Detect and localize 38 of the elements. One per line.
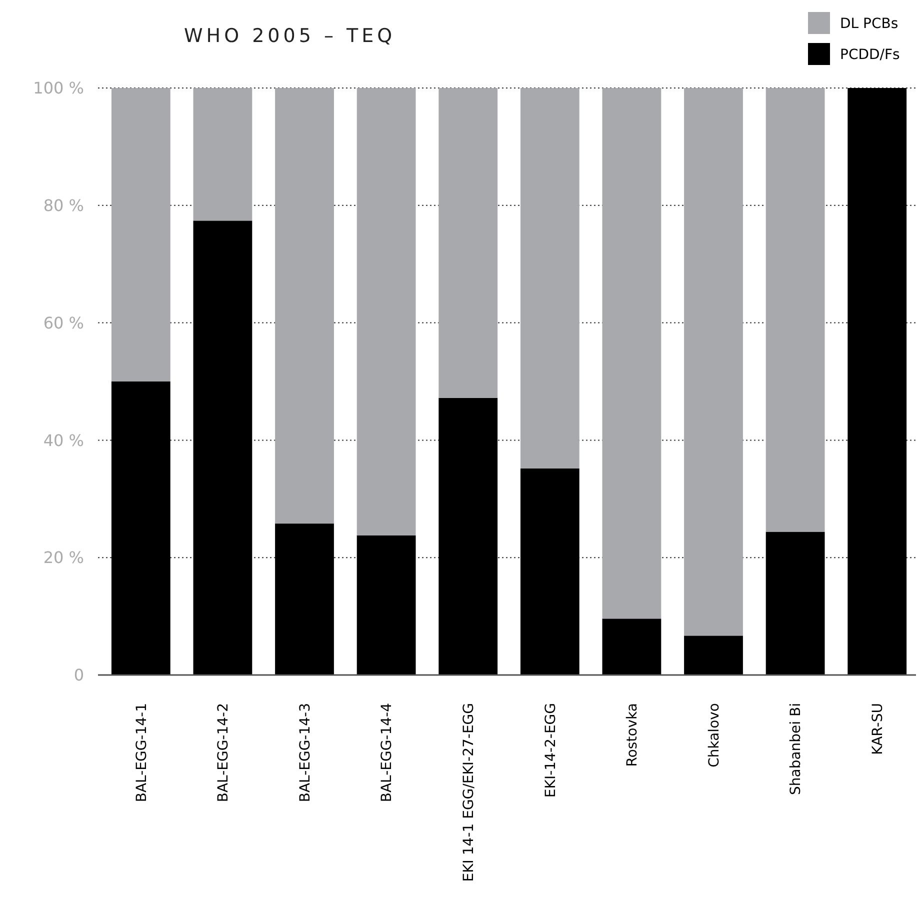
bar [848, 88, 907, 675]
bar [684, 88, 743, 636]
y-tick-label: 40 % [43, 430, 84, 450]
chart-title: WHO 2005 – TEQ [184, 25, 396, 47]
x-tick-label: Shabanbei Bi [788, 703, 804, 796]
bar [766, 532, 825, 675]
x-tick-label: BAL-EGG-14-1 [134, 703, 150, 802]
bar [602, 618, 662, 675]
x-tick-label: BAL-EGG-14-3 [297, 703, 314, 802]
y-tick-label: 0 [74, 666, 84, 685]
bar [356, 88, 416, 536]
bar [356, 535, 416, 675]
bar [193, 220, 252, 675]
bar [438, 398, 498, 675]
bar [684, 636, 743, 675]
y-tick-label: 80 % [43, 196, 84, 215]
bar [111, 88, 170, 382]
x-tick-label: EKI-14-2-EGG [542, 703, 559, 798]
y-tick-label: 20 % [43, 548, 84, 568]
bar [275, 88, 334, 524]
bar [766, 88, 825, 532]
x-tick-label: BAL-EGG-14-4 [379, 702, 396, 802]
x-tick-label: Chkalovo [706, 703, 722, 768]
y-tick-label: 60 % [43, 313, 84, 332]
bar [438, 88, 498, 398]
bar [520, 468, 580, 675]
bar [520, 88, 580, 468]
bar [275, 524, 334, 675]
bar [602, 88, 662, 619]
x-tick-label: KAR-SU [870, 703, 886, 755]
x-tick-label: Rostovka [624, 703, 641, 767]
legend-label: PCDD/Fs [840, 46, 900, 63]
x-tick-label: BAL-EGG-14-2 [216, 703, 232, 802]
x-tick-label: EKI 14-1 EGG/EKI-27-EGG [461, 703, 477, 882]
bar [111, 382, 170, 675]
y-tick-label: 100 % [33, 78, 84, 98]
legend-label: DL PCBs [840, 16, 898, 32]
bar [193, 88, 252, 221]
